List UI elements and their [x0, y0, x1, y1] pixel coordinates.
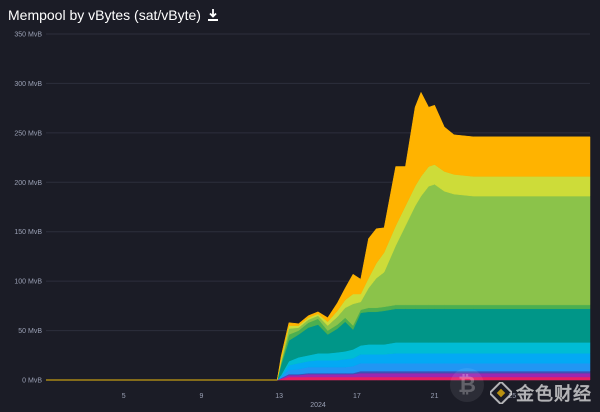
x-tick-label: 13 [275, 393, 283, 400]
stacked-areas [46, 91, 591, 381]
chart-title: Mempool by vBytes (sat/vByte) [8, 7, 201, 23]
y-tick-label: 50 MvB [18, 328, 42, 335]
bitcoin-icon: ₿ [450, 368, 484, 402]
y-axis-ticks: 0 MvB 50 MvB 100 MvB 150 MvB 200 MvB 250 MvB 3… [14, 32, 42, 385]
y-tick-label: 350 MvB [14, 32, 42, 39]
jinse-logo-icon [490, 382, 512, 404]
x-axis-year-label: 2024 [310, 402, 326, 409]
x-tick-label: 25 [508, 393, 516, 400]
y-tick-label: 0 MvB [22, 378, 42, 385]
y-tick-label: 150 MvB [14, 229, 42, 236]
x-tick-label: 21 [431, 393, 439, 400]
y-tick-label: 250 MvB [14, 130, 42, 137]
x-tick-label: 5 [122, 393, 126, 400]
download-icon[interactable] [207, 8, 219, 22]
chart-header: Mempool by vBytes (sat/vByte) [8, 7, 219, 23]
y-tick-label: 100 MvB [14, 279, 42, 286]
area-series-10 [46, 91, 591, 381]
x-axis-ticks: 5 9 13 17 21 25 2024 [122, 393, 517, 409]
x-tick-label: 9 [199, 393, 203, 400]
x-tick-label: 17 [353, 393, 361, 400]
watermark: 金色财经 [490, 380, 592, 406]
watermark-text: 金色财经 [516, 384, 592, 405]
y-tick-label: 200 MvB [14, 180, 42, 187]
y-tick-label: 300 MvB [14, 81, 42, 88]
